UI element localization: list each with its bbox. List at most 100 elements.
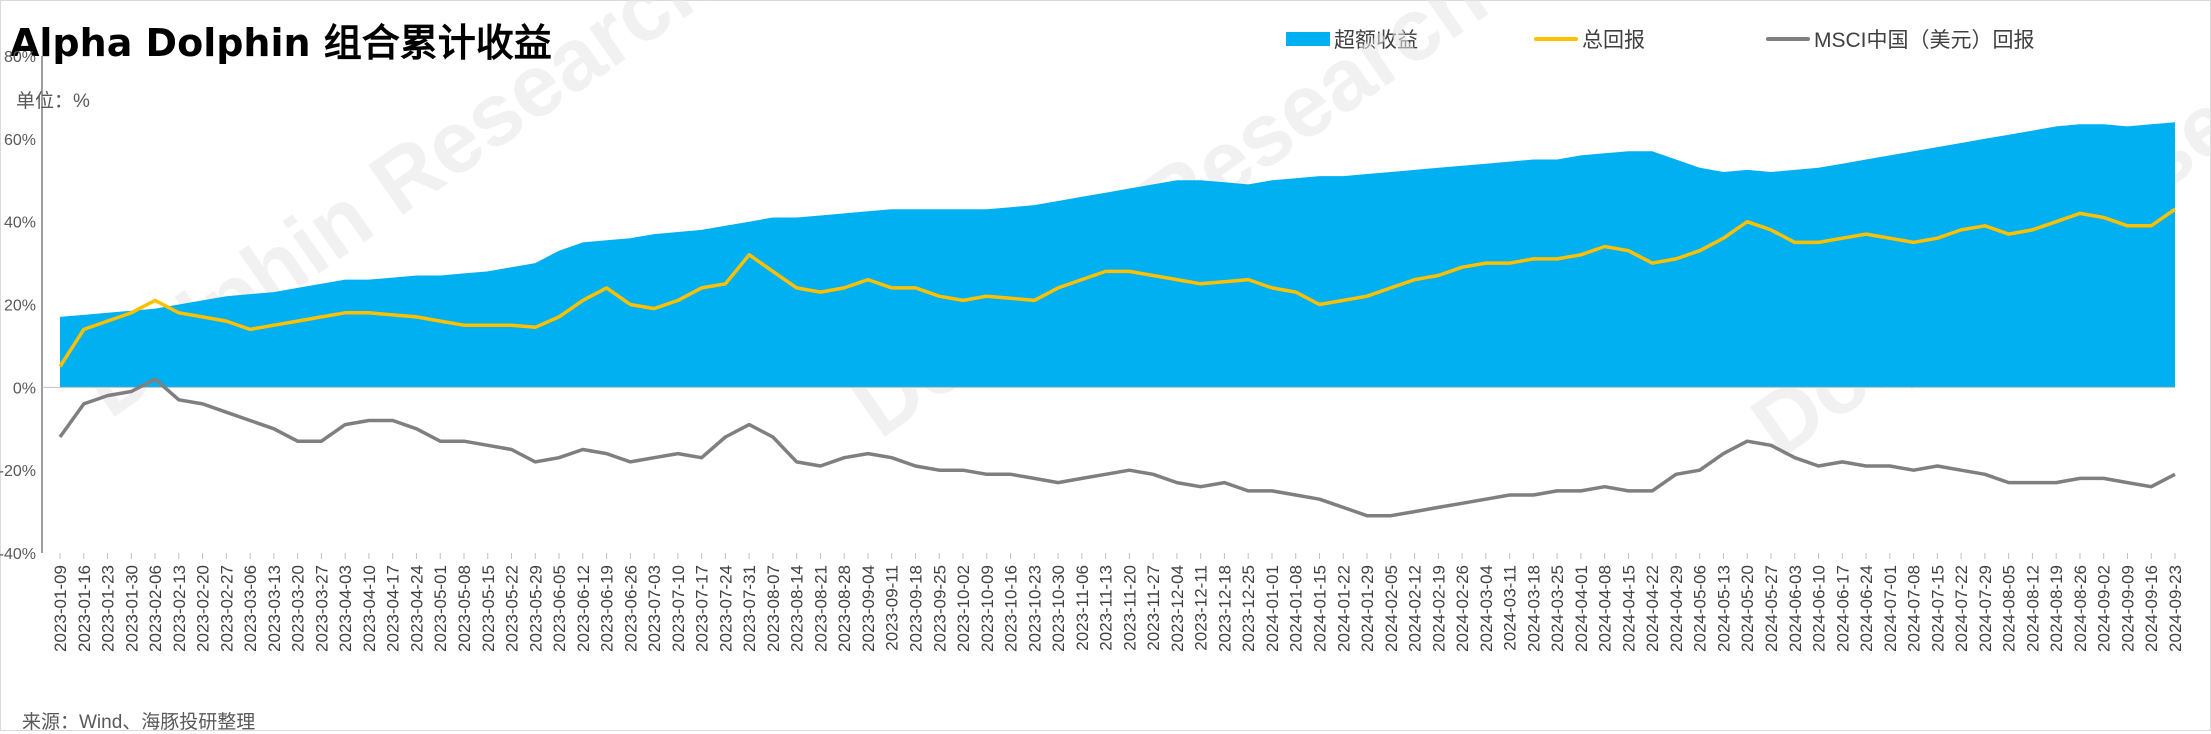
x-tick-label: 2023-12-04 — [1168, 565, 1187, 652]
x-tick-label: 2023-06-26 — [621, 565, 640, 652]
legend-item-msci: MSCI中国（美元）回报 — [1766, 24, 2035, 54]
y-tick-label: 80% — [4, 49, 36, 66]
x-tick-label: 2023-12-25 — [1239, 565, 1258, 652]
x-tick-label: 2024-08-12 — [2023, 565, 2042, 652]
x-tick-label: 2023-03-13 — [265, 565, 284, 652]
x-tick-label: 2023-10-02 — [954, 565, 973, 652]
x-tick-label: 2023-02-06 — [146, 565, 165, 652]
x-tick-label: 2024-03-11 — [1501, 565, 1520, 651]
x-tick-label: 2023-09-11 — [883, 565, 902, 651]
chart-title: Alpha Dolphin 组合累计收益 — [10, 21, 552, 65]
source-label: 来源：Wind、海豚投研整理 — [22, 712, 256, 733]
x-tick-label: 2023-08-28 — [835, 565, 854, 652]
x-tick-label: 2024-09-09 — [2119, 565, 2138, 652]
x-tick-label: 2023-03-06 — [241, 565, 260, 652]
x-tick-label: 2023-12-11 — [1192, 565, 1211, 651]
x-tick-label: 2023-09-04 — [859, 565, 878, 652]
x-tick-label: 2023-08-07 — [764, 565, 783, 652]
legend-swatch-excess — [1286, 32, 1330, 46]
x-tick-label: 2024-04-15 — [1619, 565, 1638, 652]
x-tick-label: 2023-11-13 — [1097, 565, 1116, 651]
x-tick-label: 2023-05-29 — [526, 565, 545, 652]
x-tick-label: 2023-05-15 — [479, 565, 498, 652]
x-tick-label: 2023-04-10 — [360, 565, 379, 652]
x-tick-label: 2023-11-27 — [1144, 565, 1163, 651]
x-tick-label: 2023-04-24 — [408, 565, 427, 652]
x-tick-label: 2024-04-22 — [1643, 565, 1662, 652]
x-tick-label: 2023-01-23 — [99, 565, 118, 652]
x-tick-label: 2024-06-10 — [1810, 565, 1829, 652]
x-tick-label: 2023-07-24 — [716, 565, 735, 652]
legend-label-msci: MSCI中国（美元）回报 — [1814, 29, 2035, 52]
y-tick-label: 0% — [13, 380, 36, 397]
x-tick-label: 2024-05-20 — [1738, 565, 1757, 652]
x-tick-label: 2023-01-16 — [75, 565, 94, 652]
lines-layer — [58, 207, 2177, 518]
y-tick-label: 60% — [4, 132, 36, 149]
x-tick-label: 2024-09-02 — [2095, 565, 2114, 652]
x-tick-label: 2023-10-09 — [978, 565, 997, 652]
x-tick-label: 2023-10-23 — [1025, 565, 1044, 652]
y-tick-label: 40% — [4, 215, 36, 232]
x-tick-label: 2023-12-18 — [1215, 565, 1234, 652]
x-tick-label: 2024-08-19 — [2047, 565, 2066, 652]
x-tick-label: 2024-03-04 — [1477, 565, 1496, 652]
y-tick-label: -20% — [0, 463, 36, 480]
excess-area-layer — [60, 122, 2175, 388]
tick-labels: 80% 60% 40% 20% 0% -20% -40% 2023-01-09 2023-01-… — [0, 49, 2185, 652]
legend-label-total: 总回报 — [1582, 29, 1645, 52]
x-tick-label: 2023-08-21 — [811, 565, 830, 652]
x-tick-label: 2024-07-22 — [1952, 565, 1971, 652]
x-tick-label: 2023-07-17 — [693, 565, 712, 652]
legend-label-excess: 超额收益 — [1334, 29, 1418, 52]
x-tick-label: 2023-11-06 — [1073, 565, 1092, 651]
x-tick-label: 2023-11-20 — [1120, 565, 1139, 651]
axes-layer — [41, 56, 2175, 553]
x-tick-label: 2024-07-15 — [1928, 565, 1947, 652]
x-tick-label: 2023-10-30 — [1049, 565, 1068, 652]
x-tick-label: 2024-01-01 — [1263, 565, 1282, 652]
x-tick-label: 2024-05-27 — [1762, 565, 1781, 652]
x-tick-label: 2024-06-24 — [1857, 565, 1876, 652]
legend-item-excess: 超额收益 — [1286, 24, 1418, 54]
x-tick-label: 2024-01-29 — [1358, 565, 1377, 652]
x-tick-label: 2024-07-08 — [1905, 565, 1924, 652]
x-tick-label: 2024-05-13 — [1715, 565, 1734, 652]
x-tick-label: 2024-02-05 — [1382, 565, 1401, 652]
x-tick-label: 2024-09-16 — [2142, 565, 2161, 652]
total-return-line — [58, 207, 2177, 368]
x-tick-label: 2024-09-23 — [2166, 565, 2185, 652]
x-tick-label: 2023-02-20 — [194, 565, 213, 652]
x-tick-label: 2023-05-08 — [455, 565, 474, 652]
x-tick-label: 2024-02-26 — [1453, 565, 1472, 652]
legend-swatch-msci — [1766, 37, 1810, 41]
msci-china-line — [58, 377, 2176, 518]
x-tick-label: 2024-04-01 — [1572, 565, 1591, 652]
legend-swatch-total — [1534, 37, 1578, 41]
x-tick-label: 2024-02-12 — [1406, 565, 1425, 652]
x-tick-label: 2023-04-17 — [384, 565, 403, 652]
x-tick-label: 2024-01-15 — [1311, 565, 1330, 652]
x-tick-label: 2023-10-16 — [1002, 565, 1021, 652]
y-tick-label: -40% — [0, 546, 36, 563]
x-tick-label: 2023-09-25 — [930, 565, 949, 652]
x-tick-label: 2024-01-08 — [1287, 565, 1306, 652]
x-tick-label: 2024-05-06 — [1691, 565, 1710, 652]
x-tick-label: 2023-08-14 — [788, 565, 807, 652]
x-tick-label: 2023-09-18 — [907, 565, 926, 652]
x-tick-label: 2023-02-13 — [170, 565, 189, 652]
x-tick-label: 2023-02-27 — [217, 565, 236, 652]
x-tick-label: 2023-06-05 — [550, 565, 569, 652]
x-tick-label: 2024-06-17 — [1833, 565, 1852, 652]
x-tick-label: 2023-01-09 — [51, 565, 70, 652]
x-tick-label: 2023-07-03 — [645, 565, 664, 652]
x-tick-label: 2023-04-03 — [336, 565, 355, 652]
x-tick-label: 2023-03-20 — [289, 565, 308, 652]
unit-label: 单位：% — [16, 91, 90, 112]
x-tick-label: 2024-03-18 — [1524, 565, 1543, 652]
x-tick-label: 2024-04-29 — [1667, 565, 1686, 652]
x-tick-label: 2023-07-31 — [740, 565, 759, 652]
x-tick-label: 2023-06-12 — [574, 565, 593, 652]
excess-return-area — [60, 122, 2175, 388]
